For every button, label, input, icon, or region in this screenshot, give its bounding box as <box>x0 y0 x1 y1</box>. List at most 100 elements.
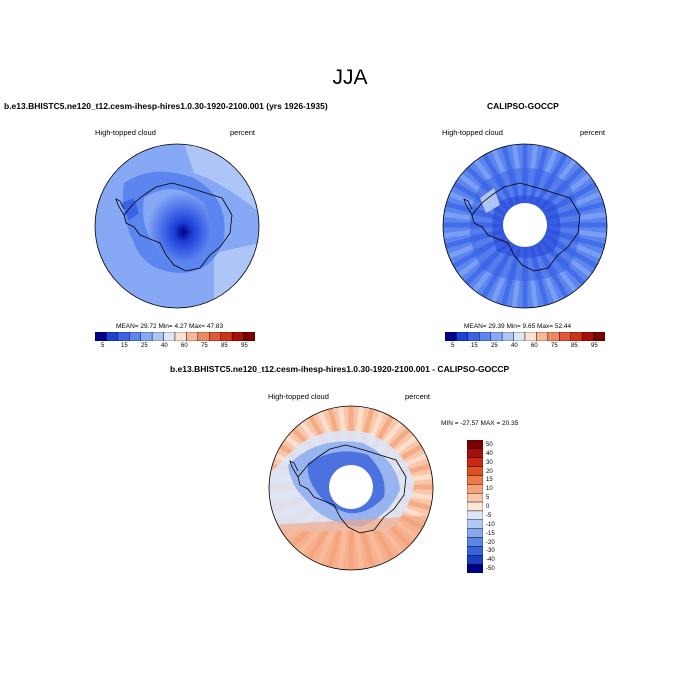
panel2-map-border <box>442 143 608 309</box>
colorbar-tick-label: 60 <box>181 343 188 349</box>
colorbar-tick-label: -30 <box>486 548 495 555</box>
panel3-stats: MIN = -27.57 MAX = 20.35 <box>441 420 519 427</box>
panel1-antarctica-coastline <box>123 182 233 272</box>
panel2-colorbar <box>445 332 605 341</box>
colorbar-swatch <box>456 332 469 341</box>
colorbar-tick-label: 40 <box>161 343 168 349</box>
colorbar-swatch <box>243 332 255 341</box>
panel1-fill-region <box>122 198 139 221</box>
panel1-units-label: percent <box>230 128 256 137</box>
colorbar-tick-label: 5 <box>451 343 455 349</box>
panel3-peninsula-coastline <box>289 460 299 478</box>
colorbar-swatch <box>467 546 483 556</box>
colorbar-swatch <box>559 332 571 341</box>
colorbar-tick-label: 85 <box>571 343 578 349</box>
colorbar-swatch <box>513 332 526 341</box>
panel3-map-border <box>268 405 434 571</box>
season-title: JJA <box>332 66 368 89</box>
colorbar-swatch <box>129 332 141 341</box>
colorbar-swatch <box>501 332 514 341</box>
colorbar-swatch <box>536 332 549 341</box>
panel2-missing-data-hole <box>503 203 547 247</box>
colorbar-tick-label: 10 <box>486 486 493 493</box>
panel2-variable-label: High-topped cloud <box>442 128 503 137</box>
colorbar-tick-label: -50 <box>486 566 495 573</box>
colorbar-swatch <box>524 332 537 341</box>
colorbar-tick-label: -40 <box>486 557 495 564</box>
colorbar-swatch <box>467 332 480 341</box>
panel3-title: b.e13.BHISTC5.ne120_t12.cesm-ihesp-hires… <box>170 364 510 374</box>
colorbar-swatch <box>581 332 594 341</box>
colorbar-swatch <box>467 501 483 512</box>
colorbar-tick-label: -15 <box>486 530 495 537</box>
colorbar-swatch <box>467 563 483 573</box>
colorbar-swatch <box>445 332 457 341</box>
colorbar-swatch <box>547 332 560 341</box>
panel1-fill-region <box>143 189 211 264</box>
colorbar-swatch <box>467 448 483 458</box>
colorbar-swatch <box>467 484 483 494</box>
panel3-variable-label: High-topped cloud <box>268 392 329 401</box>
panel2-units-label: percent <box>580 128 606 137</box>
panel1-fill-region <box>214 243 259 308</box>
colorbar-swatch <box>174 332 187 341</box>
colorbar-tick-label: 95 <box>241 343 248 349</box>
colorbar-tick-label: 5 <box>486 495 490 502</box>
panel3-units-label: percent <box>405 392 431 401</box>
panel1-map-border <box>94 143 260 309</box>
colorbar-swatch <box>467 457 483 467</box>
colorbar-tick-label: -20 <box>486 539 495 546</box>
panel3-antarctica-coastline <box>297 444 407 534</box>
colorbar-swatch <box>106 332 119 341</box>
panel2-polar-map <box>442 143 608 309</box>
panel1-peninsula-coastline <box>115 198 125 216</box>
colorbar-swatch <box>186 332 199 341</box>
panel3-fill-region <box>269 515 433 570</box>
panel2-title: CALIPSO-GOCCP <box>487 101 559 111</box>
panel2-stats: MEAN= 29.39 Min= 9.65 Max= 52.44 <box>464 323 572 330</box>
colorbar-tick-label: 75 <box>551 343 558 349</box>
colorbar-swatch <box>570 332 583 341</box>
colorbar-swatch <box>490 332 503 341</box>
colorbar-swatch <box>197 332 210 341</box>
panel1-title: b.e13.BHISTC5.ne120_t12.cesm-ihesp-hires… <box>4 101 328 111</box>
colorbar-swatch <box>467 537 483 547</box>
colorbar-tick-label: 25 <box>141 343 148 349</box>
colorbar-swatch <box>220 332 233 341</box>
colorbar-swatch <box>593 332 605 341</box>
colorbar-tick-label: 85 <box>221 343 228 349</box>
panel2-colorbar-ticks: 5 15 25 40 60 75 85 95 <box>445 343 605 352</box>
colorbar-tick-label: 30 <box>486 459 493 466</box>
panel3-polar-map <box>268 405 434 571</box>
colorbar-tick-label: 40 <box>486 450 493 457</box>
colorbar-swatch <box>467 475 483 485</box>
colorbar-swatch <box>467 493 483 503</box>
colorbar-tick-label: 5 <box>101 343 105 349</box>
colorbar-tick-label: 15 <box>471 343 478 349</box>
colorbar-swatch <box>209 332 221 341</box>
panel1-colorbar-ticks: 5 15 25 40 60 75 85 95 <box>95 343 255 352</box>
colorbar-tick-label: -10 <box>486 521 495 528</box>
colorbar-swatch <box>151 332 164 341</box>
panel1-colorbar <box>95 332 255 341</box>
panel2-antarctica-coastline <box>471 182 581 272</box>
colorbar-swatch <box>467 466 483 476</box>
colorbar-swatch <box>231 332 244 341</box>
colorbar-tick-label: 20 <box>486 468 493 475</box>
colorbar-tick-label: 15 <box>486 477 493 484</box>
colorbar-swatch <box>117 332 130 341</box>
colorbar-swatch <box>467 510 483 521</box>
colorbar-tick-label: 60 <box>531 343 538 349</box>
colorbar-tick-label: 75 <box>201 343 208 349</box>
colorbar-swatch <box>467 555 483 565</box>
colorbar-tick-label: 25 <box>491 343 498 349</box>
panel1-polar-map <box>94 143 260 309</box>
colorbar-swatch <box>467 440 483 450</box>
colorbar-tick-label: 40 <box>511 343 518 349</box>
colorbar-swatch <box>163 332 176 341</box>
colorbar-swatch <box>467 528 483 538</box>
panel3-colorbar-ticks: 50 40 30 20 15 10 5 0 -5 -10 -15 -20 -30 -40 -50 <box>486 440 516 573</box>
panel2-peninsula-coastline <box>463 198 473 216</box>
colorbar-tick-label: 0 <box>486 504 490 511</box>
